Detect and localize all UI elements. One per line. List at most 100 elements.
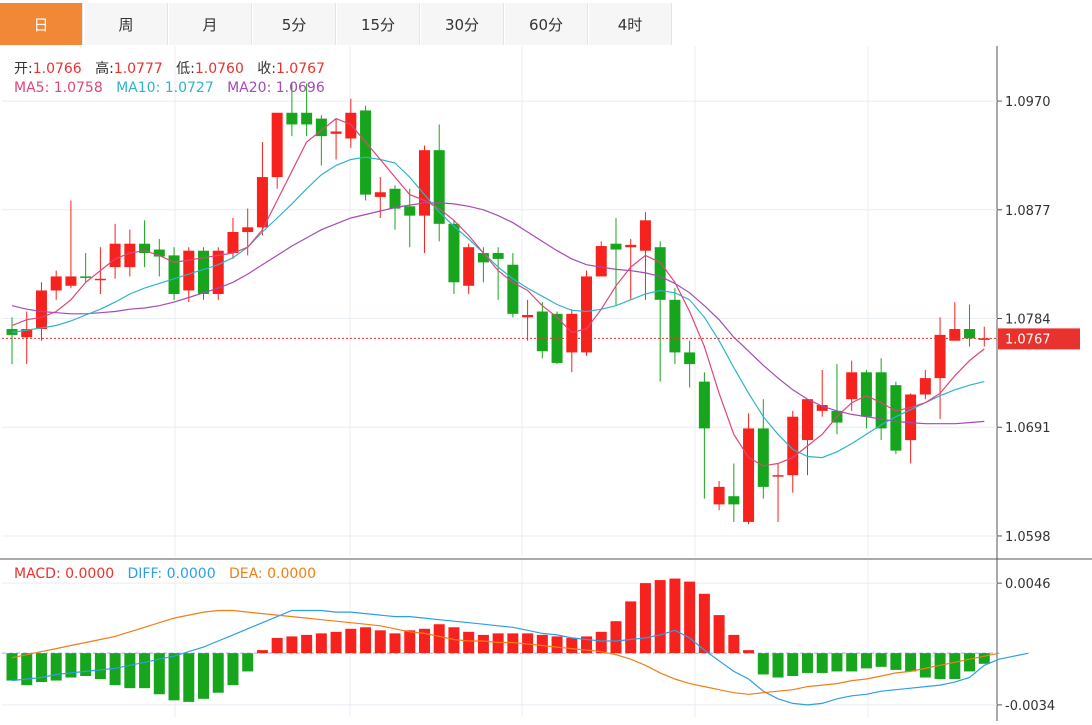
macd-bar-18 [271, 637, 283, 654]
macd-bar-41 [610, 621, 622, 654]
price-tick-label-3: 1.0691 [1005, 421, 1051, 436]
candle-body-58 [860, 372, 872, 417]
tab-4hour[interactable]: 4时 [589, 3, 672, 45]
candle-body-30 [448, 223, 460, 283]
tab-day[interactable]: 日 [0, 3, 83, 45]
candle-body-23 [345, 112, 357, 139]
macd-bar-60 [890, 653, 902, 670]
macd-bar-48 [713, 615, 725, 654]
candle-body-12 [183, 250, 195, 291]
tab-15min[interactable]: 15分 [337, 3, 420, 45]
macd-bar-46 [684, 581, 696, 654]
candle-body-52 [772, 475, 784, 477]
ma-legend: MA5: 1.0758 MA10: 1.0727 MA20: 1.0696 [14, 80, 325, 96]
ma10-label: MA10: [116, 80, 165, 96]
diff-label: DIFF: [127, 566, 167, 582]
candle-body-59 [875, 372, 887, 429]
candle-body-26 [389, 188, 401, 209]
candle-body-35 [522, 315, 534, 318]
macd-bar-1 [21, 653, 33, 686]
macd-bar-52 [772, 653, 784, 678]
candle-body-13 [198, 250, 210, 294]
dea-value: 0.0000 [267, 566, 317, 582]
macd-bar-62 [919, 653, 931, 678]
macd-bar-40 [595, 631, 607, 654]
macd-bar-14 [212, 653, 224, 693]
candle-body-54 [801, 399, 813, 441]
candle-body-43 [639, 220, 651, 251]
macd-tick-label-1: -0.0034 [1005, 699, 1055, 714]
macd-tick-label-0: 0.0046 [1005, 577, 1051, 592]
candle-body-32 [477, 253, 489, 263]
candle-body-40 [595, 246, 607, 277]
candle-body-27 [404, 206, 416, 216]
macd-bar-11 [168, 653, 180, 701]
ma5-label: MA5: [14, 80, 54, 96]
candle-body-62 [919, 378, 931, 395]
candlestick-chart-svg[interactable]: 1.0970 1.0877 1.0784 1.0691 1.0598 1.0767 0.00… [0, 46, 1092, 721]
macd-bar-19 [286, 636, 298, 654]
candle-body-20 [301, 112, 313, 125]
macd-bar-2 [35, 653, 47, 683]
low-label: 低: [176, 61, 195, 77]
macd-bar-30 [448, 627, 460, 654]
candle-body-6 [94, 278, 106, 281]
macd-bar-34 [507, 633, 519, 654]
close-label: 收: [257, 61, 276, 77]
ma5-line [11, 117, 985, 467]
ma20-value: 1.0696 [275, 80, 325, 96]
candle-body-28 [418, 150, 430, 216]
candle-body-57 [846, 372, 858, 400]
candle-body-1 [21, 329, 33, 338]
open-label: 开: [14, 61, 33, 77]
macd-bar-10 [153, 653, 165, 695]
tab-30min[interactable]: 30分 [421, 3, 504, 45]
macd-bar-57 [846, 653, 858, 672]
macd-bar-35 [522, 633, 534, 654]
candle-body-15 [227, 232, 239, 254]
macd-bar-50 [743, 650, 755, 654]
price-tick-label-4: 1.0598 [1005, 530, 1051, 545]
candle-body-22 [330, 131, 342, 134]
current-price-tag [998, 328, 1080, 350]
macd-bar-23 [345, 628, 357, 654]
macd-bar-58 [860, 653, 872, 669]
candle-body-51 [757, 428, 769, 487]
candle-body-14 [212, 250, 224, 294]
dea-label: DEA: [228, 566, 268, 582]
macd-bar-49 [728, 634, 740, 654]
macd-bar-0 [6, 653, 18, 681]
macd-bar-24 [360, 627, 372, 654]
candle-body-60 [890, 385, 902, 451]
tab-month[interactable]: 月 [169, 3, 252, 45]
macd-bar-13 [198, 653, 210, 699]
macd-bar-42 [625, 601, 637, 654]
tab-60min[interactable]: 60分 [505, 3, 588, 45]
macd-label: MACD: [14, 566, 66, 582]
macd-bar-12 [183, 653, 195, 702]
candle-body-18 [271, 112, 283, 178]
macd-bar-6 [94, 653, 106, 680]
close-value: 1.0767 [275, 61, 325, 77]
macd-bar-45 [669, 578, 681, 654]
candle-body-24 [360, 110, 372, 195]
candle-body-44 [654, 247, 666, 300]
open-value: 1.0766 [32, 61, 82, 77]
macd-bar-44 [654, 580, 666, 654]
macd-bar-53 [787, 653, 799, 676]
candle-body-31 [463, 247, 475, 286]
candle-body-17 [256, 177, 268, 228]
macd-bar-64 [949, 653, 961, 680]
candle-body-2 [35, 290, 47, 330]
candle-body-5 [80, 276, 92, 278]
macd-bar-54 [801, 653, 813, 673]
tab-week[interactable]: 周 [85, 3, 168, 45]
macd-bar-51 [757, 653, 769, 675]
macd-bar-28 [418, 628, 430, 654]
candle-body-8 [124, 243, 136, 268]
tab-5min[interactable]: 5分 [253, 3, 336, 45]
chart-area[interactable]: 1.0970 1.0877 1.0784 1.0691 1.0598 1.0767 0.00… [0, 46, 1092, 721]
macd-bar-8 [124, 653, 136, 689]
candle-body-33 [492, 253, 504, 259]
macd-bar-20 [301, 634, 313, 654]
